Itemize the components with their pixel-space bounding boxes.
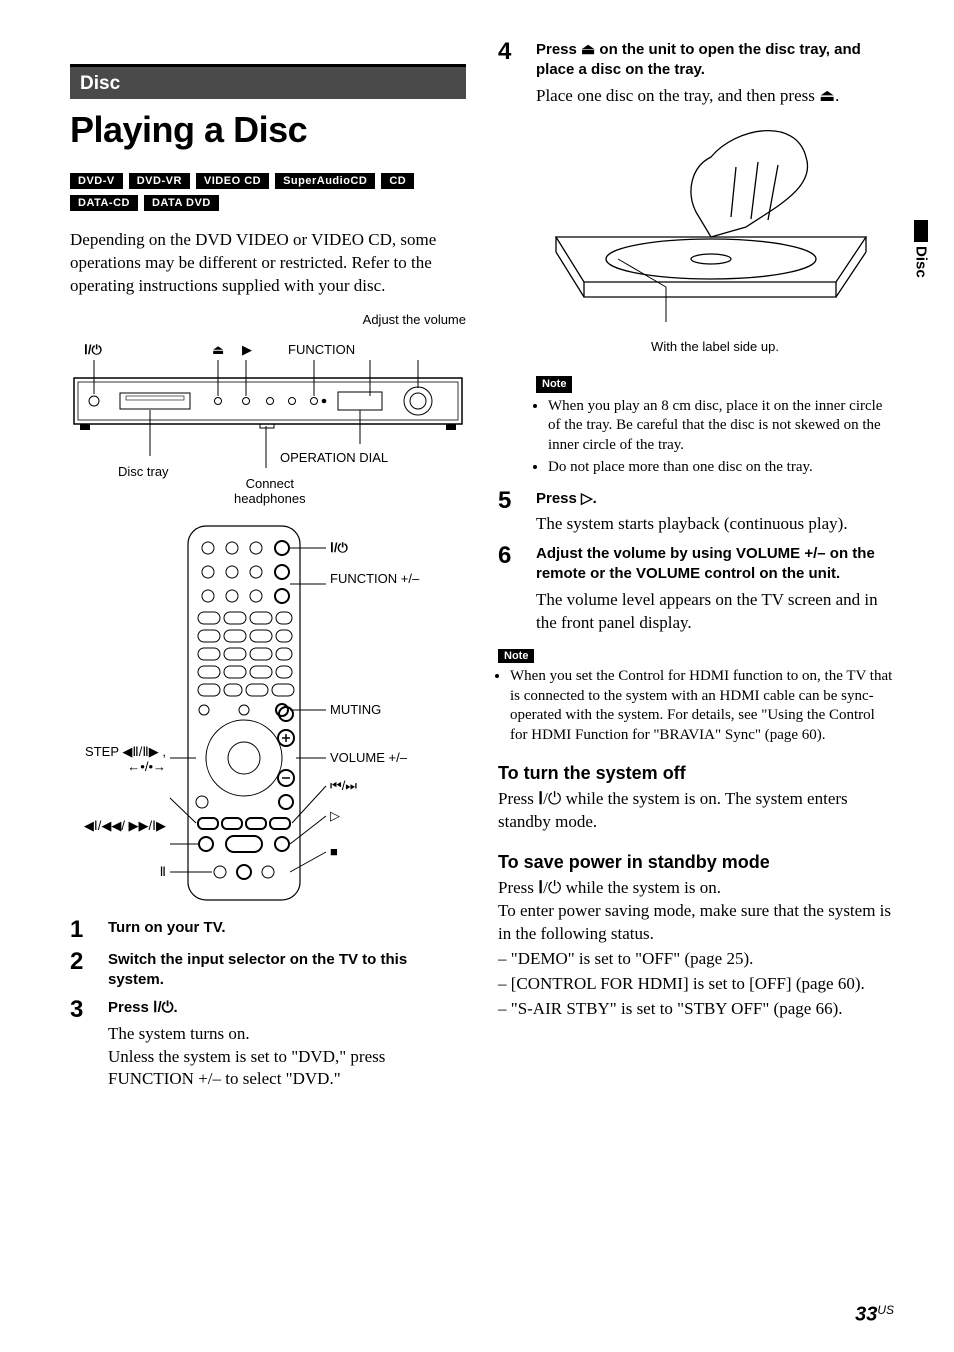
side-tab-marker (914, 220, 928, 242)
step-heading: Press ⏏ on the unit to open the disc tra… (536, 40, 894, 81)
note-item: Do not place more than one disc on the t… (548, 458, 894, 478)
step-heading: Press Ⅰ/⏻. (108, 998, 466, 1018)
save-power-line1: Press Ⅰ/⏻ while the system is on. (498, 877, 894, 900)
note-item: When you set the Control for HDMI functi… (510, 667, 894, 745)
label-function-pm: FUNCTION +/– (330, 571, 419, 587)
intro-paragraph: Depending on the DVD VIDEO or VIDEO CD, … (70, 229, 466, 298)
subheading-turn-off: To turn the system off (498, 763, 894, 784)
turn-off-body: Press Ⅰ/⏻ while the system is on. The sy… (498, 788, 894, 834)
list-item: – [CONTROL FOR HDMI] is set to [OFF] (pa… (498, 973, 894, 996)
eject-icon: ⏏ (212, 342, 224, 358)
t: Place one disc on the tray, and then pre… (536, 86, 819, 105)
step-body-text: The volume level appears on the TV scree… (536, 589, 894, 635)
label-play: ▷ (330, 808, 340, 824)
eject-icon: ⏏ (819, 86, 835, 105)
step-body-text: The system turns on. Unless the system i… (108, 1023, 466, 1092)
power-icon: ⏻ (162, 999, 174, 1016)
power-icon: ⏻ (91, 342, 101, 357)
label-skip: ⏮/⏭ (330, 778, 357, 794)
step-number: 1 (70, 918, 92, 942)
right-column: 4 Press ⏏ on the unit to open the disc t… (498, 40, 894, 1099)
play-icon: ▶ (242, 342, 252, 358)
step-5: 5 Press ▷. The system starts playback (c… (498, 489, 894, 536)
badge: DVD-VR (129, 173, 190, 189)
page-title: Playing a Disc (70, 109, 466, 151)
label-function: FUNCTION (288, 342, 355, 358)
list-item: – "DEMO" is set to "OFF" (page 25). (498, 948, 894, 971)
left-column: Disc Playing a Disc DVD-V DVD-VR VIDEO C… (70, 40, 466, 1099)
step-heading: Turn on your TV. (108, 918, 466, 938)
step-number: 6 (498, 544, 520, 634)
disc-insert-illustration (536, 117, 876, 337)
side-tab: Disc (908, 220, 934, 278)
label-step: STEP ◀Ⅱ/Ⅱ▶ , ←•/•→ (70, 744, 166, 775)
label-pause: Ⅱ (70, 864, 166, 880)
badge: DATA DVD (144, 195, 219, 211)
eject-icon: ⏏ (581, 41, 595, 58)
note-label: Note (498, 649, 534, 663)
badge: VIDEO CD (196, 173, 269, 189)
step-6: 6 Adjust the volume by using VOLUME +/– … (498, 544, 894, 634)
t: Press (536, 41, 581, 58)
section-bar: Disc (70, 64, 466, 99)
step-number: 4 (498, 40, 520, 481)
save-power-list: – "DEMO" is set to "OFF" (page 25). – [C… (498, 948, 894, 1021)
step-body-text: The system starts playback (continuous p… (536, 513, 894, 536)
step-3: 3 Press Ⅰ/⏻. The system turns on. Unless… (70, 998, 466, 1091)
page-number: 33US (855, 1303, 894, 1326)
label-adjust-volume: Adjust the volume (363, 312, 466, 328)
power-icon: ⏻ (548, 878, 561, 897)
step-4: 4 Press ⏏ on the unit to open the disc t… (498, 40, 894, 481)
power-icon: ⏻ (548, 789, 561, 808)
list-item: – "S-AIR STBY" is set to "STBY OFF" (pag… (498, 998, 894, 1021)
save-power-line2: To enter power saving mode, make sure th… (498, 900, 894, 946)
label-stop: ■ (330, 844, 338, 860)
page-number-value: 33 (855, 1303, 877, 1325)
step-number: 2 (70, 950, 92, 991)
note-list: When you play an 8 cm disc, place it on … (536, 397, 894, 478)
unit-diagram: Adjust the volume Ⅰ/⏻ ⏏ ▶ FUNCTION (70, 312, 466, 512)
label-disc-tray: Disc tray (118, 464, 169, 480)
side-tab-label: Disc (913, 246, 930, 278)
step-2: 2 Switch the input selector on the TV to… (70, 950, 466, 991)
badge: CD (381, 173, 414, 189)
label-connect-headphones: Connectheadphones (234, 476, 306, 507)
step-heading: Press ▷. (536, 489, 894, 509)
note-list: When you set the Control for HDMI functi… (498, 667, 894, 745)
label-muting: MUTING (330, 702, 381, 718)
badge: DATA-CD (70, 195, 138, 211)
format-badges: DVD-V DVD-VR VIDEO CD SuperAudioCD CD DA… (70, 173, 466, 211)
step-1: 1 Turn on your TV. (70, 918, 466, 942)
step-heading: Switch the input selector on the TV to t… (108, 950, 466, 991)
note-item: When you play an 8 cm disc, place it on … (548, 397, 894, 456)
power-icon: ⏻ (337, 540, 347, 555)
badge: SuperAudioCD (275, 173, 375, 189)
label-volume-pm: VOLUME +/– (330, 750, 407, 766)
step-body-text: Place one disc on the tray, and then pre… (536, 85, 894, 108)
label-scan: ◀Ⅰ/◀◀/ ▶▶/Ⅰ▶ (70, 818, 166, 834)
label-operation-dial: OPERATION DIAL (280, 450, 388, 466)
illustration-caption: With the label side up. (536, 339, 894, 355)
step-heading: Adjust the volume by using VOLUME +/– on… (536, 544, 894, 585)
badge: DVD-V (70, 173, 123, 189)
page-number-suffix: US (877, 1303, 894, 1317)
step-number: 3 (70, 998, 92, 1091)
note-label: Note (536, 376, 572, 393)
subheading-save-power: To save power in standby mode (498, 852, 894, 873)
remote-diagram: Ⅰ/⏻ FUNCTION +/– MUTING VOLUME +/– ⏮/⏭ ▷… (70, 518, 466, 908)
step-number: 5 (498, 489, 520, 536)
